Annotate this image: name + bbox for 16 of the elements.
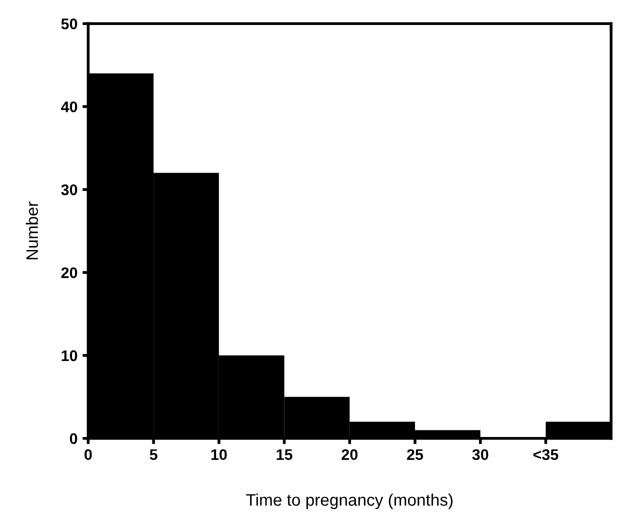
y-tick-label: 50 [61, 18, 78, 30]
y-tick-label: 0 [70, 433, 78, 444]
x-tick-label: 30 [472, 449, 488, 460]
x-tick-label: 15 [276, 449, 292, 460]
y-axis-title: Number [26, 202, 38, 260]
y-tick-label: 10 [62, 350, 78, 362]
x-tick-label: 20 [342, 449, 358, 460]
y-tick-label: 20 [61, 267, 78, 278]
x-tick-label: 10 [211, 449, 227, 460]
y-tick-label: 40 [61, 101, 78, 112]
x-tick-label: 0 [84, 449, 92, 460]
y-tick-label: 30 [61, 184, 78, 196]
x-tick-label: 25 [407, 449, 424, 460]
x-tick-label: 5 [150, 449, 158, 460]
x-axis-title: Time to pregnancy (months) [246, 494, 453, 510]
x-tick-label: <35 [533, 449, 558, 460]
